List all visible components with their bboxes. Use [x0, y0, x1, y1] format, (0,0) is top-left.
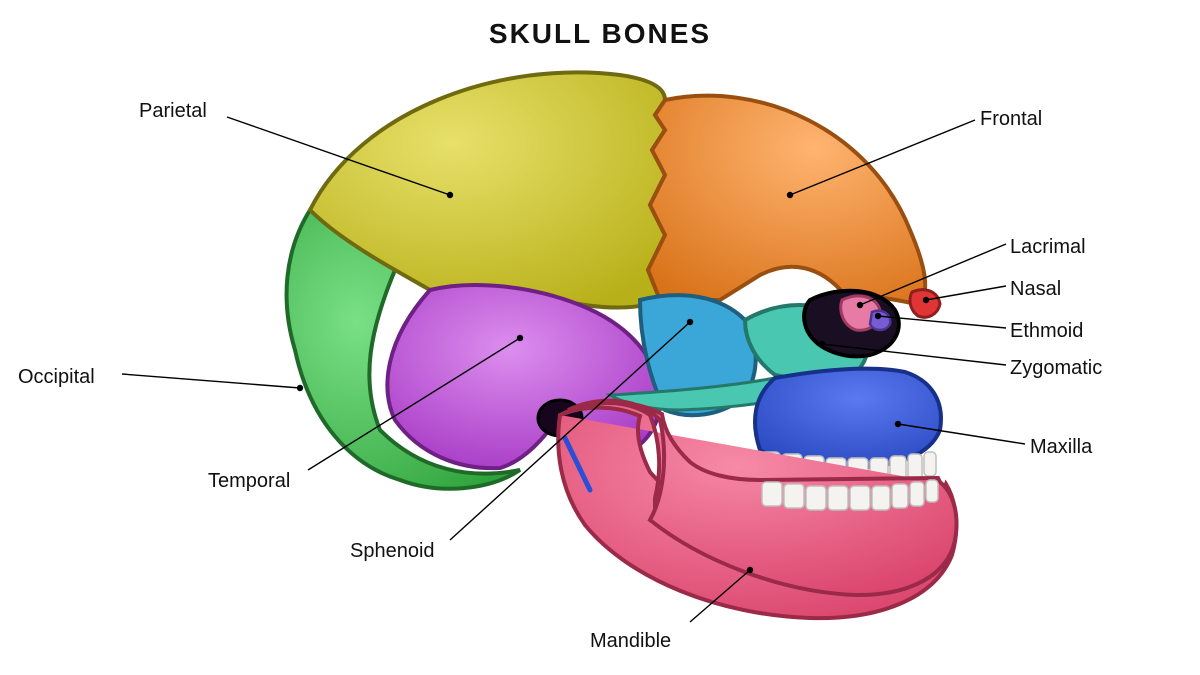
label-frontal: Frontal — [980, 108, 1042, 131]
label-parietal: Parietal — [139, 100, 207, 123]
label-ethmoid: Ethmoid — [1010, 320, 1083, 343]
diagram-stage: SKULL BONES — [0, 0, 1200, 675]
label-temporal: Temporal — [208, 470, 290, 493]
ethmoid-region — [870, 311, 890, 330]
label-lacrimal: Lacrimal — [1010, 236, 1086, 259]
frontal-region — [648, 96, 925, 305]
nasal-region — [910, 290, 940, 318]
label-sphenoid: Sphenoid — [350, 540, 435, 563]
label-mandible: Mandible — [590, 630, 671, 653]
label-maxilla: Maxilla — [1030, 436, 1092, 459]
label-nasal: Nasal — [1010, 278, 1061, 301]
label-zygomatic: Zygomatic — [1010, 357, 1102, 380]
label-occipital: Occipital — [18, 366, 95, 389]
